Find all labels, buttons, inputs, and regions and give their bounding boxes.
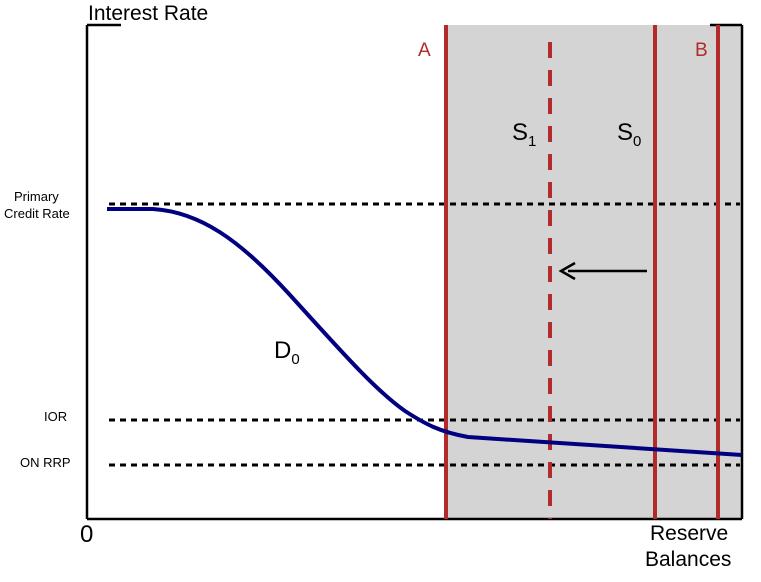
demand-curve-d0 xyxy=(107,207,743,457)
supply-s0-label: S0 xyxy=(617,119,641,150)
supply-s1-label-base: S xyxy=(512,119,528,146)
x-axis-label-line2: Balances xyxy=(645,548,731,571)
primary-credit-rate-label-line1: Primary xyxy=(14,189,59,204)
shift-arrow-head-icon xyxy=(558,261,576,281)
x-axis-label-line1: Reserve xyxy=(650,522,728,545)
supply-s1-label: S1 xyxy=(512,119,536,150)
demand-curve-label: D0 xyxy=(274,337,300,368)
supply-s1-label-subscript: 1 xyxy=(528,133,536,150)
demand-curve-label-subscript: 0 xyxy=(291,351,299,368)
primary-credit-rate-label-line2: Credit Rate xyxy=(4,206,70,221)
supply-s0-label-base: S xyxy=(617,119,633,146)
on-rrp-label: ON RRP xyxy=(20,455,71,470)
y-axis-label: Interest Rate xyxy=(88,2,208,25)
ior-label: IOR xyxy=(44,409,67,424)
origin-label: 0 xyxy=(80,521,93,548)
supply-s0-label-subscript: 0 xyxy=(633,133,641,150)
demand-curve-label-base: D xyxy=(274,337,291,364)
boundary-a-label: A xyxy=(418,40,431,61)
boundary-b-label: B xyxy=(695,40,708,61)
